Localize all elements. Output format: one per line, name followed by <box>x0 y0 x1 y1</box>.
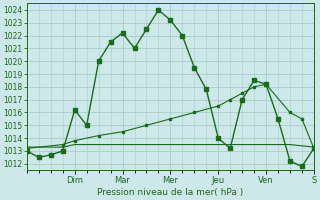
X-axis label: Pression niveau de la mer( hPa ): Pression niveau de la mer( hPa ) <box>97 188 244 197</box>
